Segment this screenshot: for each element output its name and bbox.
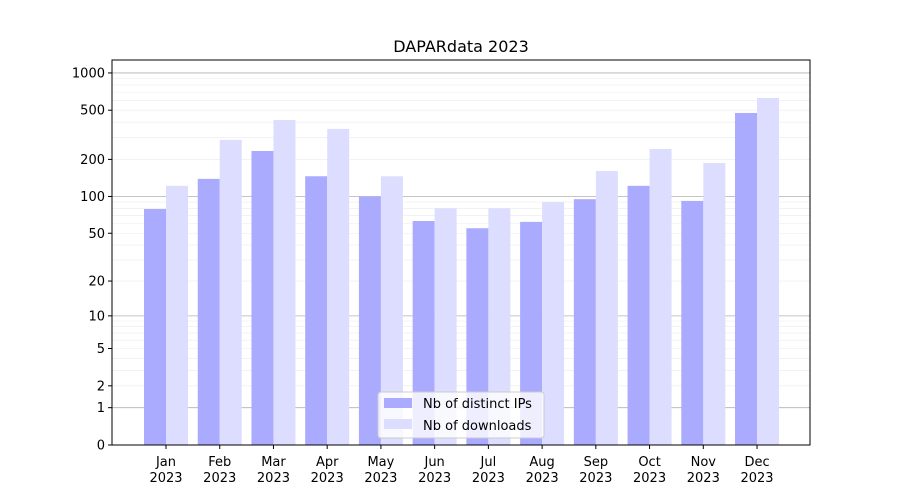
y-tick-label: 100 [80,190,105,205]
chart-title: DAPARdata 2023 [393,37,529,56]
bar-downloads [434,208,457,445]
x-axis: Jan 2023 Feb 2023 Mar 2023 Apr 2023 May 2023 Jun 20… [149,445,774,486]
legend-swatch-downloads [384,419,412,429]
legend: Nb of distinct IPs Nb of downloads [377,391,545,439]
x-tick-label: Jan 2023 [149,455,182,486]
y-tick-label: 20 [88,275,105,290]
y-tick-label: 2 [97,379,105,394]
y-tick-label: 500 [80,104,105,119]
bar-downloads [757,97,780,446]
y-tick-label: 5 [97,342,105,357]
x-tick-label: Mar 2023 [257,455,290,486]
bar-downloads [595,171,618,445]
legend-swatch-ips [384,398,412,408]
bar-ips [412,221,435,445]
y-tick-label: 200 [80,153,105,168]
x-tick-label: May 2023 [364,455,397,486]
bar-ips [305,176,328,445]
bar-ips [466,228,489,445]
bar-downloads [273,119,296,445]
x-tick-label: Nov 2023 [687,455,720,486]
y-tick-label: 50 [88,227,105,242]
x-tick-label: Feb 2023 [203,455,236,486]
bar-downloads [219,139,242,445]
x-tick-label: Sep 2023 [579,455,612,486]
bar-ips [627,185,650,446]
x-tick-label: Jun 2023 [418,455,451,486]
y-tick-label: 1000 [72,66,105,81]
x-tick-label: Aug 2023 [526,455,559,486]
bar-ips [735,112,758,445]
y-tick-label: 1 [97,401,105,416]
x-tick-label: Oct 2023 [633,455,666,486]
bar-downloads [703,163,726,445]
x-tick-label: Dec 2023 [740,455,773,486]
legend-label-ips: Nb of distinct IPs [423,397,532,412]
bar-ips [144,209,166,445]
x-tick-label: Jul 2023 [472,455,505,486]
bar-downloads [488,208,511,445]
y-axis: 0 1 2 5 10 20 50 100 200 500 1000 [72,66,112,454]
bars [144,97,780,446]
bar-ips [681,200,704,445]
bar-ips [251,150,274,445]
bar-ips [358,196,381,445]
y-tick-label: 10 [88,309,105,324]
axes-frame [111,59,811,446]
bar-ips [573,199,596,445]
y-tick-label: 0 [97,439,105,454]
bar-downloads [380,176,403,445]
bar-downloads [649,148,672,445]
bar-ips [197,178,220,445]
bar-downloads [327,128,350,446]
legend-label-downloads: Nb of downloads [423,419,532,434]
bar-ips [520,221,543,445]
bar-downloads [166,185,188,446]
x-tick-label: Apr 2023 [311,455,344,486]
bar-downloads [542,202,565,445]
